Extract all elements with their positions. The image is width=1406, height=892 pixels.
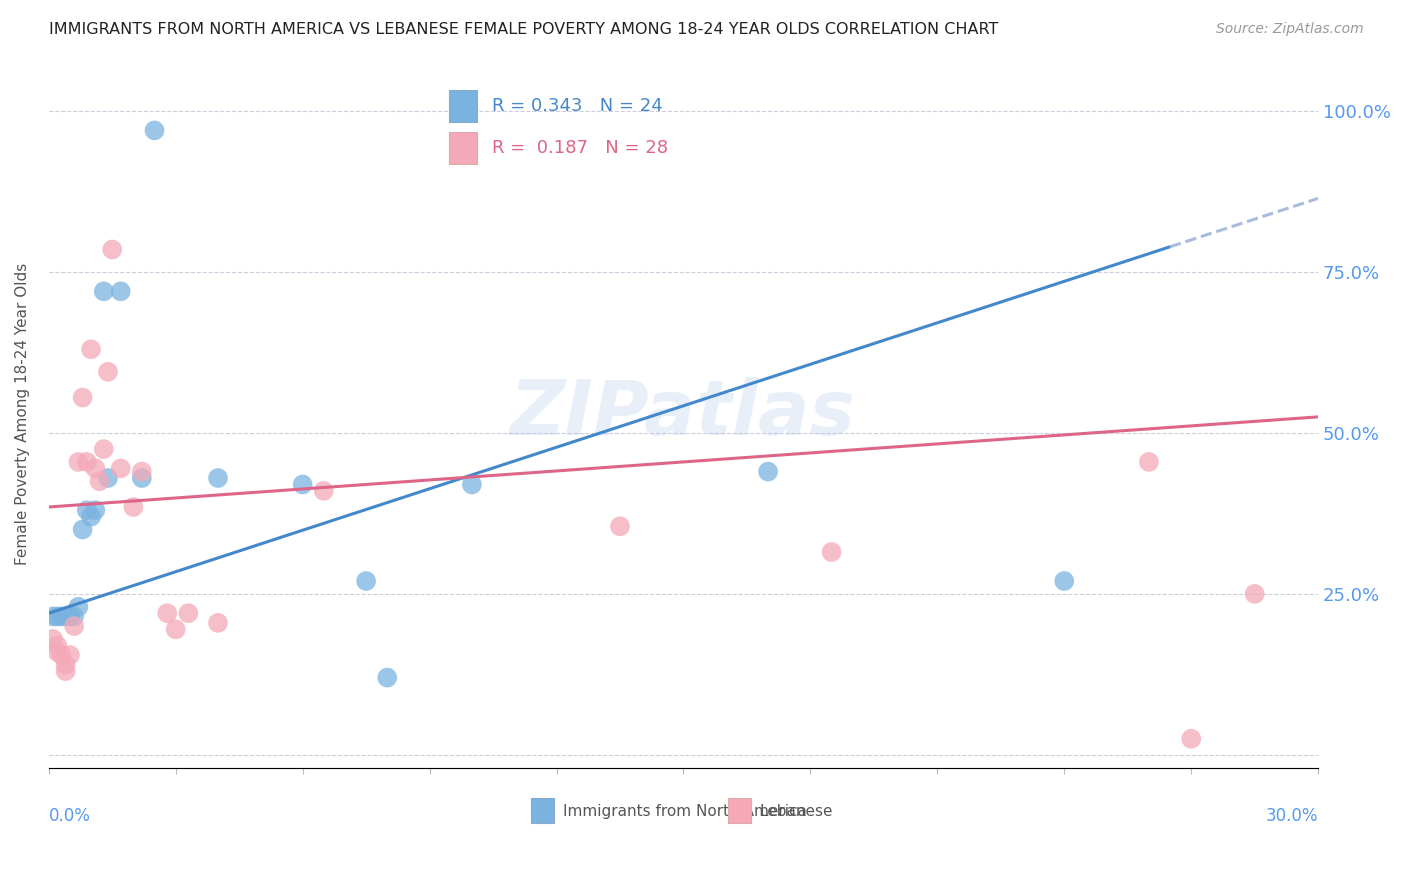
- Point: [609, 519, 631, 533]
- Text: R = 0.343   N = 24: R = 0.343 N = 24: [492, 96, 662, 115]
- Point: [89, 475, 111, 489]
- Point: [177, 606, 200, 620]
- Point: [59, 648, 82, 662]
- Text: 0.0%: 0.0%: [49, 806, 90, 824]
- Y-axis label: Female Poverty Among 18-24 Year Olds: Female Poverty Among 18-24 Year Olds: [15, 262, 30, 565]
- Text: ZIPatlas: ZIPatlas: [510, 376, 856, 450]
- Point: [131, 465, 153, 479]
- Point: [84, 461, 107, 475]
- Point: [84, 503, 107, 517]
- Point: [46, 609, 69, 624]
- Point: [1243, 587, 1265, 601]
- Point: [354, 574, 377, 588]
- Point: [59, 609, 82, 624]
- Point: [312, 483, 335, 498]
- Point: [97, 365, 120, 379]
- Point: [97, 471, 120, 485]
- Point: [93, 442, 115, 456]
- Point: [207, 471, 229, 485]
- Point: [76, 455, 98, 469]
- Point: [67, 599, 90, 614]
- FancyBboxPatch shape: [728, 798, 751, 823]
- Point: [55, 609, 77, 624]
- Point: [67, 455, 90, 469]
- Point: [1180, 731, 1202, 746]
- FancyBboxPatch shape: [531, 798, 554, 823]
- Point: [110, 461, 132, 475]
- Point: [46, 639, 69, 653]
- FancyBboxPatch shape: [449, 132, 477, 164]
- Point: [143, 123, 166, 137]
- Point: [820, 545, 842, 559]
- Point: [165, 622, 187, 636]
- Point: [80, 509, 103, 524]
- Point: [42, 609, 65, 624]
- Text: IMMIGRANTS FROM NORTH AMERICA VS LEBANESE FEMALE POVERTY AMONG 18-24 YEAR OLDS C: IMMIGRANTS FROM NORTH AMERICA VS LEBANES…: [49, 22, 998, 37]
- Point: [122, 500, 145, 514]
- Point: [42, 632, 65, 646]
- Point: [207, 615, 229, 630]
- Point: [55, 657, 77, 672]
- Point: [63, 609, 86, 624]
- Point: [72, 391, 94, 405]
- Text: Lebanese: Lebanese: [759, 804, 834, 819]
- Point: [131, 471, 153, 485]
- Point: [110, 285, 132, 299]
- Text: Source: ZipAtlas.com: Source: ZipAtlas.com: [1216, 22, 1364, 37]
- Text: R =  0.187   N = 28: R = 0.187 N = 28: [492, 139, 668, 157]
- Point: [101, 243, 124, 257]
- Point: [76, 503, 98, 517]
- Point: [46, 645, 69, 659]
- Point: [461, 477, 484, 491]
- Text: Immigrants from North America: Immigrants from North America: [562, 804, 807, 819]
- Point: [156, 606, 179, 620]
- Point: [1137, 455, 1160, 469]
- FancyBboxPatch shape: [449, 90, 477, 121]
- Point: [72, 523, 94, 537]
- Point: [51, 609, 73, 624]
- Point: [1053, 574, 1076, 588]
- Point: [93, 285, 115, 299]
- Point: [80, 343, 103, 357]
- Point: [756, 465, 779, 479]
- Point: [375, 671, 398, 685]
- Point: [55, 664, 77, 678]
- Point: [291, 477, 314, 491]
- Point: [63, 619, 86, 633]
- Text: 30.0%: 30.0%: [1265, 806, 1319, 824]
- Point: [51, 648, 73, 662]
- Point: [59, 609, 82, 624]
